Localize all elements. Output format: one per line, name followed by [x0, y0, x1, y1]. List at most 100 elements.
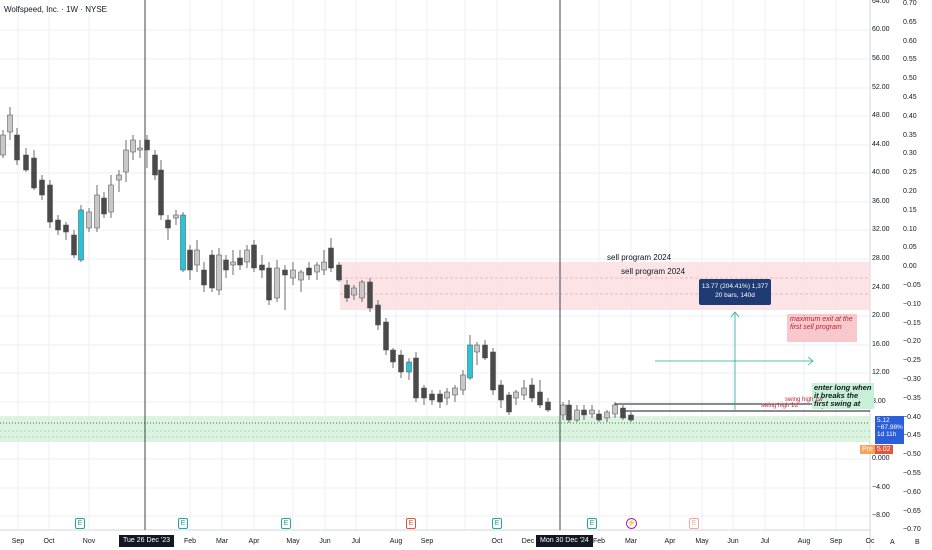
candle-body[interactable]	[545, 401, 551, 411]
candle-body[interactable]	[306, 267, 312, 276]
candle-body[interactable]	[230, 261, 236, 266]
candle-body[interactable]	[560, 404, 566, 416]
candle-body[interactable]	[180, 214, 186, 271]
candle-body[interactable]	[344, 284, 350, 299]
candle-body[interactable]	[474, 344, 480, 353]
candle-body[interactable]	[123, 149, 129, 173]
earnings-icon[interactable]: E	[281, 518, 291, 529]
candle-body[interactable]	[78, 209, 84, 261]
earnings-icon[interactable]: E	[406, 518, 416, 529]
candle-body[interactable]	[336, 264, 342, 281]
candle-body[interactable]	[444, 391, 450, 399]
earnings-icon[interactable]: E	[587, 518, 597, 529]
candle-body[interactable]	[460, 374, 466, 391]
candle-body[interactable]	[55, 219, 61, 231]
candle-body[interactable]	[94, 194, 100, 229]
candle-body[interactable]	[71, 234, 77, 256]
candle-body[interactable]	[406, 361, 412, 373]
candle-body[interactable]	[482, 344, 488, 359]
candle-body[interactable]	[589, 409, 595, 415]
candle-body[interactable]	[467, 344, 473, 379]
earnings-icon[interactable]: E	[689, 518, 699, 529]
candle-body[interactable]	[596, 413, 602, 421]
candle-body[interactable]	[537, 391, 543, 406]
candle-body[interactable]	[298, 271, 304, 281]
candle-body[interactable]	[101, 197, 107, 215]
auto-scale-button[interactable]: A	[890, 539, 895, 546]
candle-body[interactable]	[86, 211, 92, 229]
candle-body[interactable]	[529, 384, 535, 399]
candle-body[interactable]	[173, 214, 179, 219]
candle-body[interactable]	[237, 257, 243, 266]
candle-body[interactable]	[452, 387, 458, 396]
candle-body[interactable]	[290, 269, 296, 279]
candle-body[interactable]	[351, 287, 357, 296]
candle-body[interactable]	[165, 219, 171, 229]
candle-body[interactable]	[23, 154, 29, 171]
candle-body[interactable]	[144, 139, 150, 151]
candle-body[interactable]	[359, 281, 365, 299]
earnings-icon[interactable]: E	[492, 518, 502, 529]
candle-body[interactable]	[31, 157, 37, 189]
candle-body[interactable]	[581, 409, 587, 416]
candle-body[interactable]	[130, 139, 136, 153]
enter-long-note[interactable]: enter long when it breaks the first swin…	[812, 383, 874, 409]
candle-body[interactable]	[620, 407, 626, 419]
candle-body[interactable]	[158, 169, 164, 216]
candle-body[interactable]	[259, 264, 265, 271]
candle-body[interactable]	[137, 147, 143, 151]
candle-body[interactable]	[383, 321, 389, 351]
candle-body[interactable]	[251, 244, 257, 269]
candle-body[interactable]	[398, 354, 404, 373]
candle-body[interactable]	[108, 184, 114, 213]
candle-body[interactable]	[604, 411, 610, 419]
candle-body[interactable]	[282, 269, 288, 276]
candle-body[interactable]	[0, 134, 6, 156]
candle-body[interactable]	[375, 304, 381, 326]
candle-body[interactable]	[498, 384, 504, 401]
symbol-title[interactable]: Wolfspeed, Inc. · 1W · NYSE	[4, 5, 107, 14]
sell-program-label-2[interactable]: sell program 2024	[621, 267, 686, 276]
candle-body[interactable]	[187, 249, 193, 271]
sell-program-label-1[interactable]: sell program 2024	[607, 253, 672, 262]
candle-body[interactable]	[328, 247, 334, 269]
dividend-icon[interactable]: ⚡	[626, 518, 637, 529]
earnings-icon[interactable]: E	[178, 518, 188, 529]
candle-body[interactable]	[367, 281, 373, 309]
candle-body[interactable]	[39, 179, 45, 196]
candle-body[interactable]	[506, 394, 512, 413]
candle-body[interactable]	[574, 409, 580, 421]
candle-body[interactable]	[216, 254, 222, 291]
candle-body[interactable]	[194, 249, 200, 266]
max-exit-note[interactable]: maximum exit at the first sell program	[787, 314, 857, 342]
candle-body[interactable]	[14, 134, 20, 161]
candle-body[interactable]	[116, 174, 122, 181]
candle-body[interactable]	[314, 264, 320, 273]
candle-body[interactable]	[274, 267, 280, 299]
candle-body[interactable]	[421, 387, 427, 399]
candle-body[interactable]	[266, 267, 272, 301]
candle-body[interactable]	[390, 349, 396, 363]
candle-body[interactable]	[244, 249, 250, 263]
candle-body[interactable]	[521, 387, 527, 396]
earnings-icon[interactable]: E	[75, 518, 85, 529]
candle-body[interactable]	[413, 357, 419, 399]
candle-body[interactable]	[437, 393, 443, 403]
candle-body[interactable]	[429, 393, 435, 401]
candle-body[interactable]	[513, 391, 519, 399]
candle-body[interactable]	[63, 224, 69, 233]
candle-body[interactable]	[7, 114, 13, 133]
candle-body[interactable]	[47, 184, 53, 223]
candle-body[interactable]	[566, 404, 572, 421]
log-scale-button[interactable]: B	[915, 539, 920, 546]
candle-body[interactable]	[201, 269, 207, 286]
candle-body[interactable]	[628, 414, 634, 421]
candle-body[interactable]	[612, 404, 618, 415]
candle-body[interactable]	[223, 259, 229, 271]
candle-body[interactable]	[490, 351, 496, 391]
candle-body[interactable]	[321, 261, 327, 271]
candle-body[interactable]	[152, 154, 158, 176]
candle-body[interactable]	[209, 254, 215, 289]
